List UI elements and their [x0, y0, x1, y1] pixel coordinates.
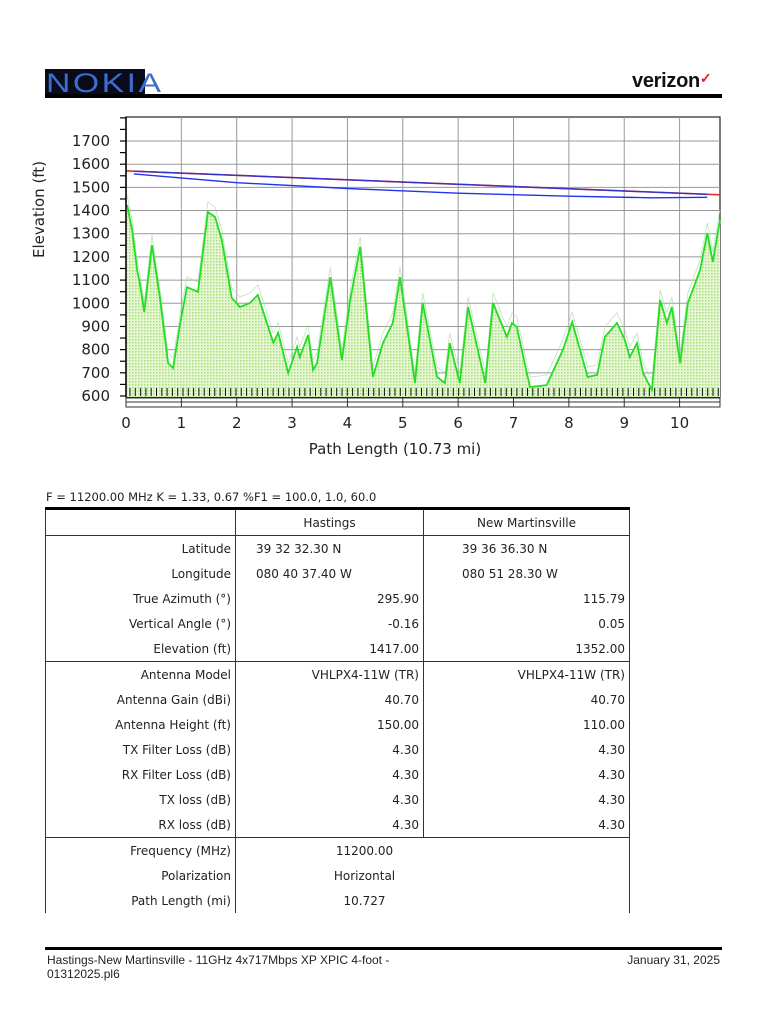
row-label: Longitude	[45, 561, 236, 586]
svg-text:9: 9	[619, 414, 629, 432]
row-label: Frequency (MHz)	[45, 837, 236, 863]
svg-text:5: 5	[398, 414, 408, 432]
row-label: Elevation (ft)	[45, 636, 236, 662]
svg-text:1200: 1200	[72, 248, 110, 266]
header-site-a: Hastings	[235, 508, 424, 536]
footer-rule	[45, 947, 722, 950]
svg-text:6: 6	[453, 414, 463, 432]
svg-text:7: 7	[509, 414, 519, 432]
svg-text:800: 800	[81, 341, 110, 359]
row-label: RX loss (dB)	[45, 812, 236, 838]
table-row: Antenna Model VHLPX4-11W (TR) VHLPX4-11W…	[45, 661, 630, 687]
svg-text:Path Length (10.73 mi): Path Length (10.73 mi)	[309, 440, 481, 458]
header-rule	[45, 94, 722, 98]
verizon-wordmark: verizon	[632, 70, 700, 92]
table-row: Polarization Horizontal	[45, 863, 630, 888]
footer-date: January 31, 2025	[627, 953, 720, 967]
nokia-logo: NOKIA	[46, 68, 164, 98]
svg-text:700: 700	[81, 364, 110, 382]
svg-text:900: 900	[81, 317, 110, 335]
verizon-check-icon: ✓	[699, 70, 712, 86]
svg-text:600: 600	[81, 387, 110, 405]
table-row: RX Filter Loss (dB) 4.30 4.30	[45, 762, 630, 787]
site-b-value: 39 36 36.30 N	[462, 541, 548, 556]
svg-text:1600: 1600	[72, 155, 110, 173]
svg-text:3: 3	[287, 414, 297, 432]
table-row: TX Filter Loss (dB) 4.30 4.30	[45, 737, 630, 762]
row-label: Latitude	[45, 535, 236, 561]
elevation-profile-chart: 6007008009001000110012001300140015001600…	[72, 116, 721, 458]
svg-text:1300: 1300	[72, 225, 110, 243]
y-axis-label: Elevation (ft)	[30, 160, 48, 258]
table-row: Antenna Height (ft) 150.00 110.00	[45, 712, 630, 737]
site-b-value: 115.79	[583, 591, 625, 606]
table-row: Latitude 39 32 32.30 N 39 36 36.30 N	[45, 535, 630, 561]
site-b-value: 0.05	[598, 616, 625, 631]
table-row: Elevation (ft) 1417.00 1352.00	[45, 636, 630, 662]
svg-text:0: 0	[121, 414, 131, 432]
footer-filename: Hastings-New Martinsville - 11GHz 4x717M…	[47, 953, 390, 981]
header-blank	[45, 508, 236, 536]
row-label: RX Filter Loss (dB)	[45, 762, 236, 787]
site-b-value: 110.00	[583, 717, 625, 732]
site-b-value: 4.30	[598, 792, 625, 807]
svg-text:1500: 1500	[72, 178, 110, 196]
site-b-value: 080 51 28.30 W	[462, 566, 558, 581]
row-label: True Azimuth (°)	[45, 586, 236, 611]
svg-text:4: 4	[343, 414, 353, 432]
row-label: TX Filter Loss (dB)	[45, 737, 236, 762]
svg-text:2: 2	[232, 414, 242, 432]
row-label: TX loss (dB)	[45, 787, 236, 812]
svg-text:1400: 1400	[72, 202, 110, 220]
parameters-line: F = 11200.00 MHz K = 1.33, 0.67 %F1 = 10…	[46, 490, 377, 504]
site-a-value: VHLPX4-11W (TR)	[235, 661, 424, 687]
table-row: Antenna Gain (dBi) 40.70 40.70	[45, 687, 630, 712]
path-value: 11200.00	[335, 843, 394, 858]
table-row: RX loss (dB) 4.30 4.30	[45, 812, 630, 838]
row-label: Antenna Gain (dBi)	[45, 687, 236, 712]
table-row: Longitude 080 40 37.40 W 080 51 28.30 W	[45, 561, 630, 586]
svg-text:1000: 1000	[72, 294, 110, 312]
row-label: Antenna Height (ft)	[45, 712, 236, 737]
path-value: 10.727	[343, 893, 386, 908]
svg-text:8: 8	[564, 414, 574, 432]
svg-text:1100: 1100	[72, 271, 110, 289]
site-b-value: 4.30	[598, 767, 625, 782]
path-value: Horizontal	[333, 868, 396, 883]
link-specs-table: Hastings New Martinsville Latitude 39 32…	[45, 507, 630, 913]
site-a-value: 295.90	[235, 586, 424, 611]
site-a-value: 4.30	[235, 812, 424, 838]
site-a-value: 150.00	[235, 712, 424, 737]
site-b-value: 40.70	[590, 692, 625, 707]
site-b-value: VHLPX4-11W (TR)	[517, 667, 625, 682]
row-label: Path Length (mi)	[45, 888, 236, 913]
site-b-value: 1352.00	[575, 641, 625, 656]
site-b-value: 4.30	[598, 742, 625, 757]
nokia-logo-bg	[45, 69, 145, 96]
table-row: Vertical Angle (°) -0.16 0.05	[45, 611, 630, 636]
table-row: True Azimuth (°) 295.90 115.79	[45, 586, 630, 611]
site-a-value: 1417.00	[235, 636, 424, 662]
table-row: TX loss (dB) 4.30 4.30	[45, 787, 630, 812]
site-a-value: 080 40 37.40 W	[235, 561, 424, 586]
site-b-value: 4.30	[598, 817, 625, 832]
svg-text:1: 1	[177, 414, 187, 432]
svg-text:1700: 1700	[72, 132, 110, 150]
svg-text:10: 10	[670, 414, 689, 432]
site-a-value: 39 32 32.30 N	[235, 535, 424, 561]
site-a-value: 4.30	[235, 787, 424, 812]
table-row: Frequency (MHz) 11200.00	[45, 837, 630, 863]
table-header-row: Hastings New Martinsville	[45, 508, 630, 536]
verizon-logo: verizon✓	[632, 70, 712, 93]
site-a-value: 4.30	[235, 762, 424, 787]
site-a-value: -0.16	[235, 611, 424, 636]
table-row: Path Length (mi) 10.727	[45, 888, 630, 913]
row-label: Polarization	[45, 863, 236, 888]
row-label: Antenna Model	[45, 661, 236, 687]
site-a-value: 40.70	[235, 687, 424, 712]
row-label: Vertical Angle (°)	[45, 611, 236, 636]
header-site-b: New Martinsville	[476, 515, 576, 530]
site-a-value: 4.30	[235, 737, 424, 762]
